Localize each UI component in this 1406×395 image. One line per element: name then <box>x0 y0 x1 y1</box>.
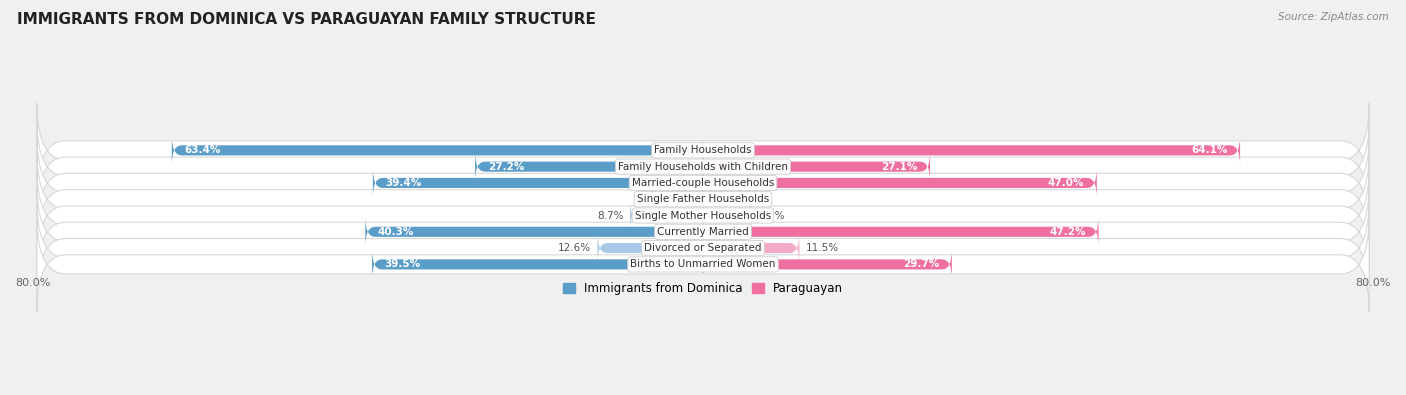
Text: Source: ZipAtlas.com: Source: ZipAtlas.com <box>1278 12 1389 22</box>
FancyBboxPatch shape <box>37 168 1369 263</box>
Text: Family Households: Family Households <box>654 145 752 155</box>
Text: 39.4%: 39.4% <box>385 178 422 188</box>
FancyBboxPatch shape <box>172 136 703 165</box>
Text: Married-couple Households: Married-couple Households <box>631 178 775 188</box>
Text: 8.7%: 8.7% <box>598 211 623 220</box>
FancyBboxPatch shape <box>37 103 1369 198</box>
FancyBboxPatch shape <box>373 250 703 279</box>
FancyBboxPatch shape <box>703 136 1240 165</box>
Text: 27.1%: 27.1% <box>882 162 918 172</box>
FancyBboxPatch shape <box>630 201 703 230</box>
FancyBboxPatch shape <box>703 217 1098 246</box>
Legend: Immigrants from Dominica, Paraguayan: Immigrants from Dominica, Paraguayan <box>562 282 844 295</box>
Text: 40.3%: 40.3% <box>378 227 415 237</box>
Text: Divorced or Separated: Divorced or Separated <box>644 243 762 253</box>
FancyBboxPatch shape <box>703 250 952 279</box>
FancyBboxPatch shape <box>682 185 703 214</box>
FancyBboxPatch shape <box>703 168 1097 198</box>
FancyBboxPatch shape <box>703 152 929 181</box>
FancyBboxPatch shape <box>37 152 1369 246</box>
Text: 5.8%: 5.8% <box>758 211 785 220</box>
Text: 11.5%: 11.5% <box>806 243 839 253</box>
FancyBboxPatch shape <box>703 185 721 214</box>
Text: Single Mother Households: Single Mother Households <box>636 211 770 220</box>
FancyBboxPatch shape <box>37 184 1369 279</box>
Text: 27.2%: 27.2% <box>488 162 524 172</box>
Text: Single Father Households: Single Father Households <box>637 194 769 204</box>
FancyBboxPatch shape <box>475 152 703 181</box>
Text: 63.4%: 63.4% <box>184 145 221 155</box>
FancyBboxPatch shape <box>703 233 800 263</box>
FancyBboxPatch shape <box>598 233 703 263</box>
Text: 2.1%: 2.1% <box>727 194 754 204</box>
FancyBboxPatch shape <box>37 201 1369 295</box>
FancyBboxPatch shape <box>37 119 1369 214</box>
Text: IMMIGRANTS FROM DOMINICA VS PARAGUAYAN FAMILY STRUCTURE: IMMIGRANTS FROM DOMINICA VS PARAGUAYAN F… <box>17 12 596 27</box>
Text: 29.7%: 29.7% <box>903 260 939 269</box>
Text: 47.2%: 47.2% <box>1049 227 1085 237</box>
FancyBboxPatch shape <box>37 217 1369 312</box>
Text: Family Households with Children: Family Households with Children <box>619 162 787 172</box>
Text: 2.5%: 2.5% <box>648 194 675 204</box>
Text: 47.0%: 47.0% <box>1047 178 1084 188</box>
Text: 39.5%: 39.5% <box>385 260 420 269</box>
FancyBboxPatch shape <box>366 217 703 246</box>
Text: Births to Unmarried Women: Births to Unmarried Women <box>630 260 776 269</box>
FancyBboxPatch shape <box>373 168 703 198</box>
Text: 12.6%: 12.6% <box>558 243 591 253</box>
Text: Currently Married: Currently Married <box>657 227 749 237</box>
FancyBboxPatch shape <box>703 201 752 230</box>
FancyBboxPatch shape <box>37 135 1369 230</box>
Text: 64.1%: 64.1% <box>1191 145 1227 155</box>
